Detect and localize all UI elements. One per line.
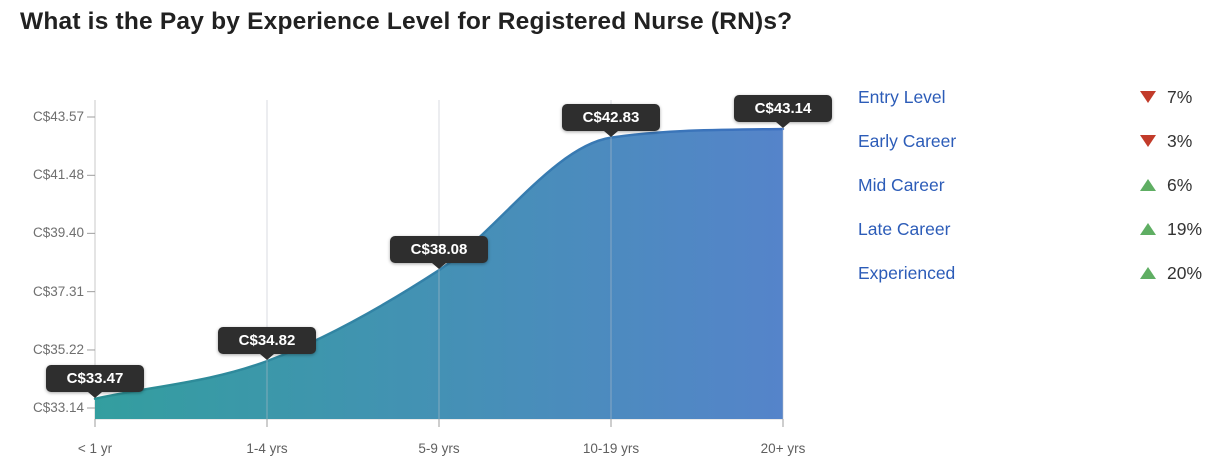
y-axis-label: C$37.31	[4, 283, 84, 301]
trend-down-icon	[1140, 135, 1156, 147]
value-tooltip: C$42.83	[562, 104, 660, 131]
y-axis-label: C$35.22	[4, 341, 84, 359]
legend-row: Experienced 20%	[858, 251, 1210, 295]
trend-percent: 20%	[1167, 263, 1202, 284]
y-axis-label: C$39.40	[4, 224, 84, 242]
y-axis-label: C$33.14	[4, 399, 84, 417]
value-tooltip: C$38.08	[390, 236, 488, 263]
trend-up-icon	[1140, 179, 1156, 191]
legend-row: Late Career 19%	[858, 207, 1210, 251]
legend-link-experienced[interactable]: Experienced	[858, 263, 1140, 284]
x-axis-label: 20+ yrs	[728, 440, 838, 458]
y-axis-label: C$41.48	[4, 166, 84, 184]
legend-link-mid-career[interactable]: Mid Career	[858, 175, 1140, 196]
value-tooltip: C$34.82	[218, 327, 316, 354]
legend-link-late-career[interactable]: Late Career	[858, 219, 1140, 240]
trend-percent: 6%	[1167, 175, 1192, 196]
value-tooltip: C$43.14	[734, 95, 832, 122]
x-axis-label: 5-9 yrs	[384, 440, 494, 458]
y-axis-label: C$43.57	[4, 108, 84, 126]
experience-legend: Entry Level 7% Early Career 3% Mid Caree…	[858, 75, 1210, 295]
trend-percent: 7%	[1167, 87, 1192, 108]
trend-up-icon	[1140, 267, 1156, 279]
trend-up-icon	[1140, 223, 1156, 235]
legend-link-entry-level[interactable]: Entry Level	[858, 87, 1140, 108]
trend-percent: 19%	[1167, 219, 1202, 240]
x-axis-label: 10-19 yrs	[556, 440, 666, 458]
legend-row: Early Career 3%	[858, 119, 1210, 163]
pay-by-experience-panel: What is the Pay by Experience Level for …	[0, 0, 1220, 473]
trend-percent: 3%	[1167, 131, 1192, 152]
value-tooltip: C$33.47	[46, 365, 144, 392]
x-axis-label: < 1 yr	[40, 440, 150, 458]
legend-row: Mid Career 6%	[858, 163, 1210, 207]
legend-row: Entry Level 7%	[858, 75, 1210, 119]
trend-down-icon	[1140, 91, 1156, 103]
legend-link-early-career[interactable]: Early Career	[858, 131, 1140, 152]
x-axis-label: 1-4 yrs	[212, 440, 322, 458]
